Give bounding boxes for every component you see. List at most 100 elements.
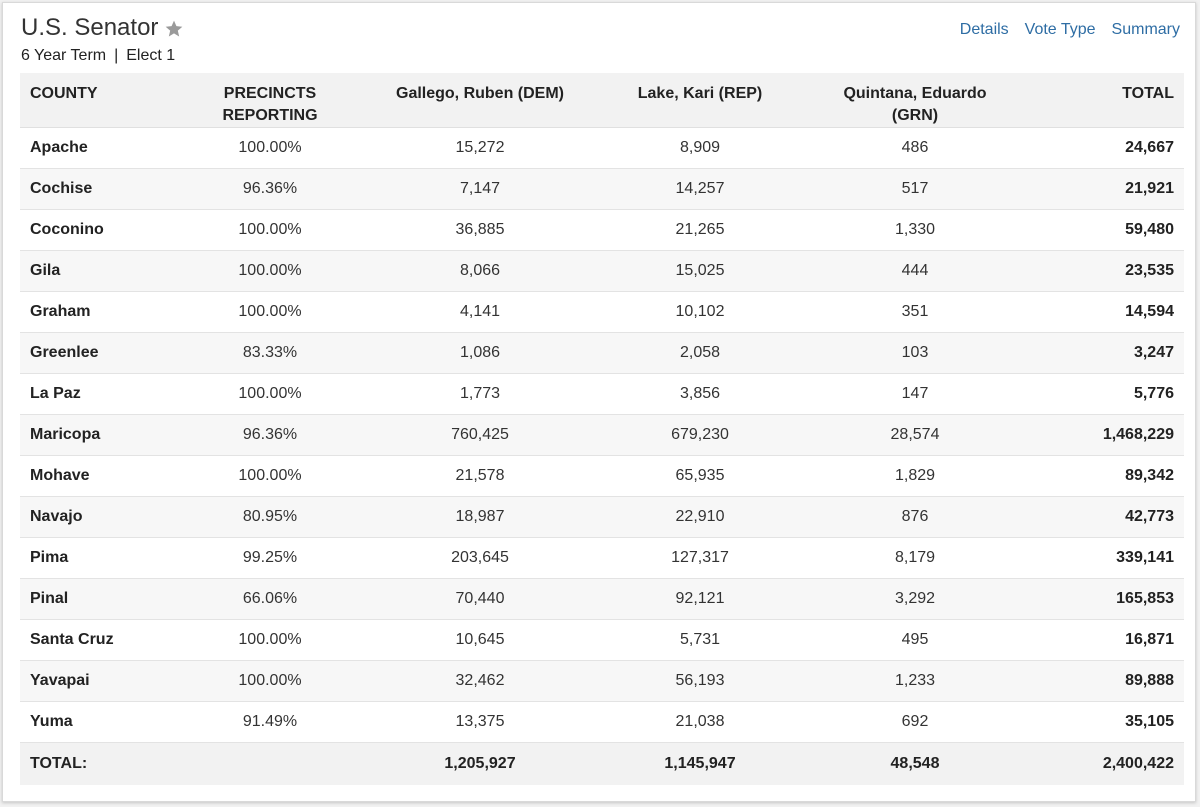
totals-label: TOTAL: (20, 742, 170, 785)
column-header-precincts[interactable]: PRECINCTS REPORTING (170, 73, 370, 128)
table-row: Navajo 80.95% 18,987 22,910 876 42,773 (20, 496, 1184, 538)
total-votes-cell: 89,342 (1020, 455, 1184, 497)
column-header-precincts-line2: REPORTING (222, 107, 318, 124)
table-row: Yuma 91.49% 13,375 21,038 692 35,105 (20, 701, 1184, 743)
dem-votes-cell: 36,885 (370, 209, 590, 251)
dem-votes-cell: 10,645 (370, 619, 590, 661)
precincts-cell: 100.00% (170, 455, 370, 497)
county-cell: Maricopa (20, 414, 170, 456)
precincts-cell: 100.00% (170, 373, 370, 415)
totals-grn: 48,548 (810, 742, 1020, 785)
table-body: Apache 100.00% 15,272 8,909 486 24,667 Cochise… (20, 127, 1184, 743)
table-row: Yavapai 100.00% 32,462 56,193 1,233 89,888 (20, 660, 1184, 702)
favorite-star-icon[interactable] (164, 18, 184, 38)
vote-type-link[interactable]: Vote Type (1024, 21, 1096, 38)
precincts-cell: 100.00% (170, 209, 370, 251)
column-header-dem[interactable]: Gallego, Ruben (DEM) (370, 73, 590, 128)
table-row: Maricopa 96.36% 760,425 679,230 28,574 1,468,… (20, 414, 1184, 456)
race-title: U.S. Senator (21, 14, 184, 42)
table-row: Pima 99.25% 203,645 127,317 8,179 339,141 (20, 537, 1184, 579)
totals-rep: 1,145,947 (590, 742, 810, 785)
precincts-cell: 66.06% (170, 578, 370, 620)
total-votes-cell: 339,141 (1020, 537, 1184, 579)
column-header-precincts-line1: PRECINCTS (223, 85, 317, 102)
totals-total: 2,400,422 (1020, 742, 1184, 785)
grn-votes-cell: 486 (810, 127, 1020, 169)
column-header-total[interactable]: TOTAL (1020, 73, 1184, 128)
dem-votes-cell: 18,987 (370, 496, 590, 538)
totals-dem: 1,205,927 (370, 742, 590, 785)
rep-votes-cell: 5,731 (590, 619, 810, 661)
totals-row: TOTAL: 1,205,927 1,145,947 48,548 2,400,… (20, 742, 1184, 785)
total-votes-cell: 3,247 (1020, 332, 1184, 374)
elect-text: Elect 1 (126, 47, 176, 64)
total-votes-cell: 165,853 (1020, 578, 1184, 620)
table-row: Mohave 100.00% 21,578 65,935 1,829 89,342 (20, 455, 1184, 497)
county-cell: Yuma (20, 701, 170, 743)
grn-votes-cell: 147 (810, 373, 1020, 415)
total-votes-cell: 24,667 (1020, 127, 1184, 169)
precincts-cell: 100.00% (170, 619, 370, 661)
total-votes-cell: 14,594 (1020, 291, 1184, 333)
race-title-text: U.S. Senator (21, 14, 159, 41)
dem-votes-cell: 70,440 (370, 578, 590, 620)
county-cell: Greenlee (20, 332, 170, 374)
column-header-grn[interactable]: Quintana, Eduardo (GRN) (810, 73, 1020, 128)
table-row: Pinal 66.06% 70,440 92,121 3,292 165,853 (20, 578, 1184, 620)
precincts-cell: 96.36% (170, 414, 370, 456)
details-link[interactable]: Details (959, 21, 1009, 38)
county-cell: Gila (20, 250, 170, 292)
county-cell: Cochise (20, 168, 170, 210)
dem-votes-cell: 203,645 (370, 537, 590, 579)
table-row: Graham 100.00% 4,141 10,102 351 14,594 (20, 291, 1184, 333)
table-header-row: COUNTY PRECINCTS REPORTING Gallego, Rube… (20, 73, 1184, 128)
county-cell: Apache (20, 127, 170, 169)
view-links: Details Vote Type Summary (960, 21, 1180, 39)
total-votes-cell: 16,871 (1020, 619, 1184, 661)
precincts-cell: 96.36% (170, 168, 370, 210)
table-row: Cochise 96.36% 7,147 14,257 517 21,921 (20, 168, 1184, 210)
precincts-cell: 80.95% (170, 496, 370, 538)
rep-votes-cell: 679,230 (590, 414, 810, 456)
grn-votes-cell: 1,233 (810, 660, 1020, 702)
table-row: Apache 100.00% 15,272 8,909 486 24,667 (20, 127, 1184, 169)
summary-link[interactable]: Summary (1111, 21, 1180, 38)
county-cell: Santa Cruz (20, 619, 170, 661)
grn-votes-cell: 103 (810, 332, 1020, 374)
grn-votes-cell: 517 (810, 168, 1020, 210)
grn-votes-cell: 351 (810, 291, 1020, 333)
total-votes-cell: 35,105 (1020, 701, 1184, 743)
total-votes-cell: 21,921 (1020, 168, 1184, 210)
county-cell: Pinal (20, 578, 170, 620)
dem-votes-cell: 32,462 (370, 660, 590, 702)
subtitle-separator: | (114, 47, 119, 64)
results-table: COUNTY PRECINCTS REPORTING Gallego, Rube… (20, 73, 1184, 785)
dem-votes-cell: 13,375 (370, 701, 590, 743)
table-row: Santa Cruz 100.00% 10,645 5,731 495 16,871 (20, 619, 1184, 661)
county-cell: Graham (20, 291, 170, 333)
column-header-county[interactable]: COUNTY (20, 73, 170, 128)
dem-votes-cell: 1,773 (370, 373, 590, 415)
county-cell: Navajo (20, 496, 170, 538)
county-cell: Coconino (20, 209, 170, 251)
race-subtitle: 6 Year Term | Elect 1 (21, 47, 175, 65)
rep-votes-cell: 21,038 (590, 701, 810, 743)
totals-precincts (170, 742, 370, 785)
dem-votes-cell: 7,147 (370, 168, 590, 210)
rep-votes-cell: 127,317 (590, 537, 810, 579)
county-cell: Mohave (20, 455, 170, 497)
total-votes-cell: 1,468,229 (1020, 414, 1184, 456)
total-votes-cell: 5,776 (1020, 373, 1184, 415)
precincts-cell: 100.00% (170, 127, 370, 169)
column-header-rep[interactable]: Lake, Kari (REP) (590, 73, 810, 128)
rep-votes-cell: 65,935 (590, 455, 810, 497)
grn-votes-cell: 8,179 (810, 537, 1020, 579)
precincts-cell: 100.00% (170, 250, 370, 292)
rep-votes-cell: 22,910 (590, 496, 810, 538)
county-cell: Yavapai (20, 660, 170, 702)
dem-votes-cell: 8,066 (370, 250, 590, 292)
grn-votes-cell: 876 (810, 496, 1020, 538)
dem-votes-cell: 15,272 (370, 127, 590, 169)
total-votes-cell: 89,888 (1020, 660, 1184, 702)
